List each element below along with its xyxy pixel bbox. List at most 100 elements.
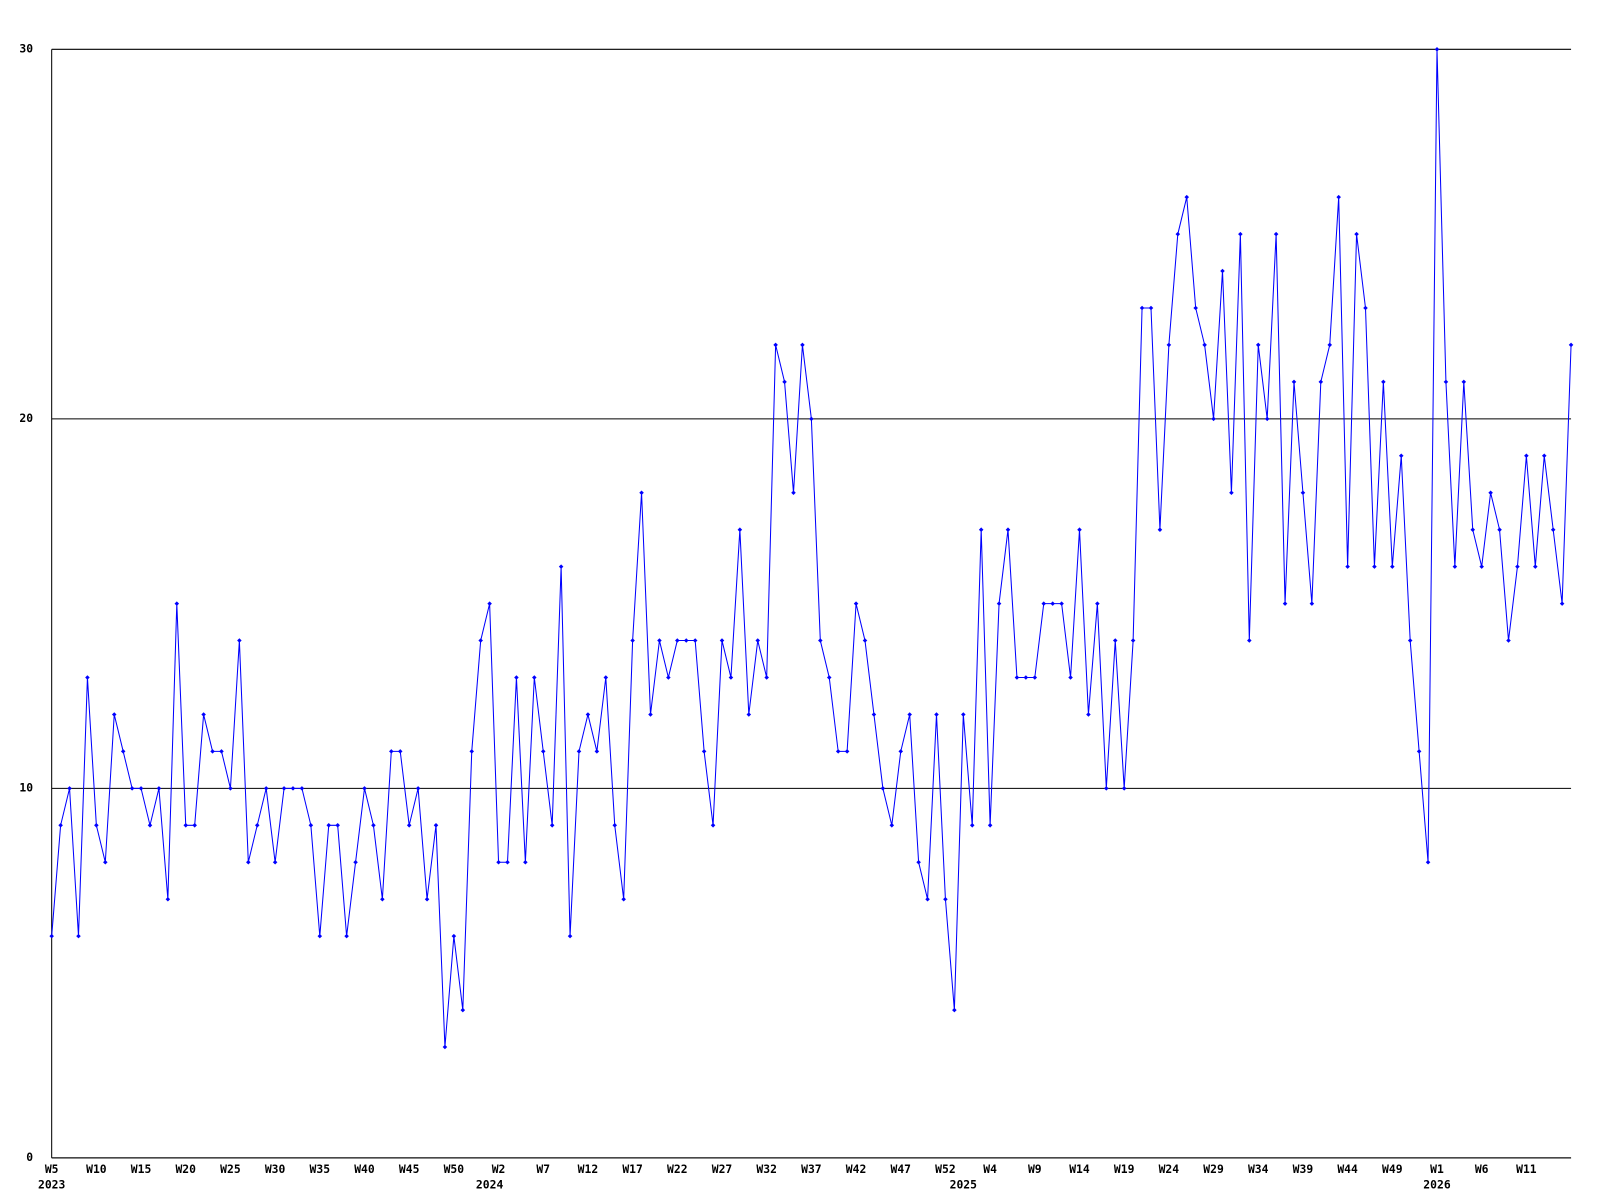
data-point <box>585 712 591 717</box>
x-tick-label: W12 <box>578 1162 599 1176</box>
data-point <box>737 527 743 532</box>
data-point <box>263 786 269 791</box>
data-point <box>996 601 1002 606</box>
data-point <box>978 527 984 532</box>
data-point <box>1023 675 1029 680</box>
y-tick-label: 0 <box>26 1150 33 1164</box>
data-point <box>76 933 81 939</box>
data-point <box>290 786 296 791</box>
data-point <box>1407 638 1413 643</box>
x-tick-label: W19 <box>1114 1162 1135 1176</box>
x-tick-label: W47 <box>890 1162 911 1176</box>
data-point <box>1479 564 1484 569</box>
data-point <box>210 749 215 754</box>
x-tick-label: W5 <box>45 1162 59 1176</box>
x-tick-label: W37 <box>801 1162 822 1176</box>
data-point <box>1059 601 1064 606</box>
data-point <box>380 896 385 902</box>
data-point <box>648 712 653 717</box>
data-point <box>540 749 546 754</box>
data-point <box>1434 47 1440 52</box>
data-point <box>826 675 832 680</box>
data-point <box>237 638 242 643</box>
data-point <box>558 564 564 569</box>
data-point <box>103 860 108 865</box>
x-year-label: 2025 <box>950 1178 978 1192</box>
x-year-label: 2024 <box>476 1178 504 1192</box>
data-point <box>138 786 144 791</box>
data-point <box>1148 305 1154 311</box>
data-point <box>576 749 582 754</box>
data-point <box>460 1007 466 1013</box>
data-point <box>1202 342 1207 348</box>
data-point <box>1095 601 1100 606</box>
data-point <box>969 823 975 828</box>
data-point <box>174 601 180 606</box>
data-point <box>961 712 966 717</box>
data-point <box>1264 416 1270 422</box>
data-point <box>621 896 626 902</box>
data-point <box>1390 564 1395 569</box>
data-point <box>916 860 921 865</box>
data-point <box>1220 268 1225 274</box>
data-point <box>1470 527 1476 532</box>
data-point <box>1497 527 1502 532</box>
data-point <box>1354 231 1359 237</box>
x-year-label: 2026 <box>1423 1178 1451 1192</box>
data-point <box>111 712 117 717</box>
data-point <box>49 933 54 939</box>
data-point <box>719 638 725 643</box>
data-point <box>424 896 430 902</box>
x-tick-label: W22 <box>667 1162 688 1176</box>
data-point <box>1175 231 1181 237</box>
data-point <box>219 749 224 754</box>
data-point <box>862 638 868 643</box>
data-point <box>1247 638 1252 643</box>
data-point <box>371 823 376 828</box>
data-point <box>755 638 761 643</box>
y-tick-label: 10 <box>19 780 33 794</box>
data-point <box>925 896 930 902</box>
x-tick-label: W34 <box>1248 1162 1269 1176</box>
data-point <box>1157 527 1163 532</box>
data-point <box>1506 638 1511 643</box>
data-point <box>183 823 189 828</box>
x-tick-label: W27 <box>712 1162 733 1176</box>
data-point <box>1121 786 1127 791</box>
data-point <box>1112 638 1118 643</box>
data-point <box>764 675 769 680</box>
x-tick-label: W2 <box>492 1162 506 1176</box>
data-point <box>85 675 90 680</box>
data-point <box>871 712 877 717</box>
x-tick-label: W20 <box>175 1162 196 1176</box>
data-point <box>1229 490 1234 495</box>
x-tick-label: W35 <box>310 1162 331 1176</box>
data-point <box>728 675 734 680</box>
x-tick-label: W9 <box>1028 1162 1042 1176</box>
data-point <box>1291 379 1297 385</box>
data-point <box>389 749 394 754</box>
data-point <box>228 786 233 791</box>
data-point <box>1550 527 1556 532</box>
data-point <box>800 342 805 348</box>
data-point <box>630 638 635 643</box>
data-point <box>1193 305 1198 311</box>
data-line <box>51 49 1572 1048</box>
data-point <box>907 712 912 717</box>
data-point <box>1050 601 1055 606</box>
data-point <box>549 823 555 828</box>
data-point <box>1139 305 1145 311</box>
data-point <box>603 675 609 680</box>
data-point <box>1559 601 1565 606</box>
data-point <box>523 860 528 865</box>
data-point <box>362 786 367 791</box>
data-point <box>1005 527 1011 532</box>
data-point <box>1381 379 1386 385</box>
x-tick-label: W1 <box>1430 1162 1444 1176</box>
x-tick-label: W44 <box>1337 1162 1358 1176</box>
data-point <box>299 786 305 791</box>
data-point <box>889 823 895 828</box>
data-point <box>1032 675 1038 680</box>
data-point <box>1014 675 1020 680</box>
